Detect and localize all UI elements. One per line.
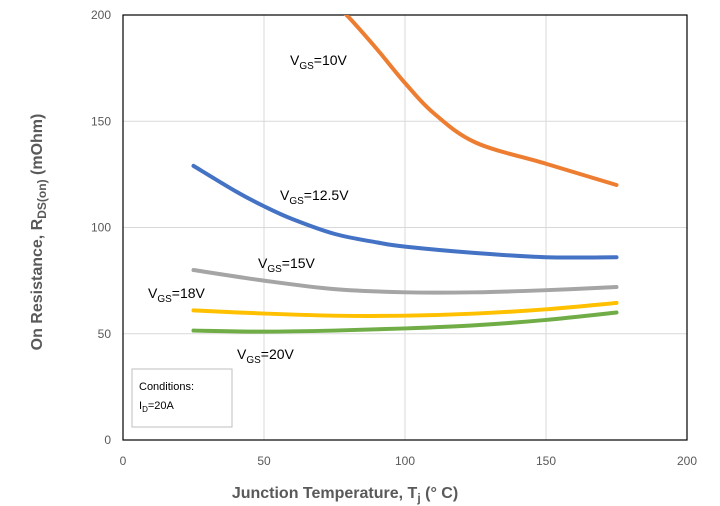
conditions-box-border xyxy=(131,368,233,428)
x-tick-label: 200 xyxy=(677,454,697,468)
series-line-vgs-12-5v xyxy=(191,163,619,260)
y-tick-label: 0 xyxy=(104,433,111,447)
x-tick-label: 150 xyxy=(536,454,556,468)
series-line-vgs-18v xyxy=(191,300,619,318)
y-tick-labels: 0 50 100 150 200 xyxy=(91,8,111,447)
conditions-id-line: ID=20A xyxy=(139,400,175,414)
x-tick-label: 100 xyxy=(395,454,415,468)
y-tick-label: 100 xyxy=(91,221,111,235)
x-tick-label: 50 xyxy=(257,454,271,468)
x-tick-label: 0 xyxy=(120,454,127,468)
series-label-vgs-18v: VGS=18V xyxy=(148,285,206,305)
series-label-vgs-15v: VGS=15V xyxy=(258,255,316,275)
series-line-vgs-10v xyxy=(343,15,619,187)
y-axis-title: On Resistance, RDS(on) (mOhm) xyxy=(29,114,49,351)
x-tick-labels: 0 50 100 150 200 xyxy=(120,454,698,468)
y-tick-label: 150 xyxy=(91,114,111,128)
y-tick-label: 200 xyxy=(91,8,111,22)
x-axis-title: Junction Temperature, Tj (° C) xyxy=(232,485,458,505)
y-tick-label: 50 xyxy=(98,327,112,341)
plot-frame xyxy=(122,14,688,441)
series-label-vgs-12-5v: VGS=12.5V xyxy=(280,187,349,207)
series-label-vgs-20v: VGS=20V xyxy=(237,346,295,366)
series-line-vgs-20v xyxy=(191,310,619,334)
conditions-box: Conditions: ID=20A xyxy=(131,368,233,428)
conditions-title: Conditions: xyxy=(139,381,194,393)
series-line-vgs-15v xyxy=(191,268,619,295)
series-layer xyxy=(191,15,619,334)
series-label-vgs-10v: VGS=10V xyxy=(290,52,348,72)
